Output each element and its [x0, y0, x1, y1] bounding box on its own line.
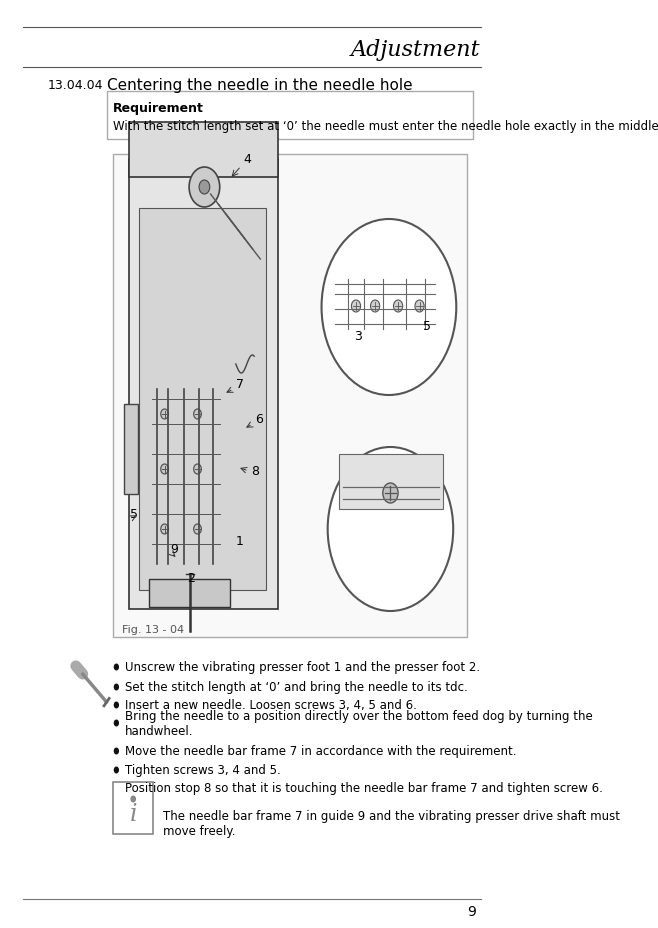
Circle shape — [193, 409, 201, 419]
Circle shape — [114, 767, 119, 774]
Circle shape — [322, 220, 456, 395]
Circle shape — [161, 465, 168, 474]
Text: 6: 6 — [255, 413, 263, 426]
Text: Centering the needle in the needle hole: Centering the needle in the needle hole — [107, 77, 413, 93]
Text: 2: 2 — [187, 572, 195, 585]
Text: 9: 9 — [467, 904, 476, 918]
Text: With the stitch length set at ‘0’ the needle must enter the needle hole exactly : With the stitch length set at ‘0’ the ne… — [113, 120, 658, 133]
Text: Tighten screws 3, 4 and 5.: Tighten screws 3, 4 and 5. — [125, 764, 280, 777]
Circle shape — [370, 301, 380, 313]
Text: Fig. 13 - 04: Fig. 13 - 04 — [122, 625, 185, 635]
Circle shape — [161, 409, 168, 419]
FancyBboxPatch shape — [149, 579, 230, 607]
FancyBboxPatch shape — [107, 92, 473, 140]
Text: Unscrew the vibrating presser foot 1 and the presser foot 2.: Unscrew the vibrating presser foot 1 and… — [125, 661, 480, 674]
Text: Insert a new needle. Loosen screws 3, 4, 5 and 6.: Insert a new needle. Loosen screws 3, 4,… — [125, 699, 417, 712]
Circle shape — [351, 301, 361, 313]
Circle shape — [393, 301, 403, 313]
Text: 4: 4 — [243, 153, 251, 166]
Text: i: i — [130, 803, 137, 826]
Text: 5: 5 — [130, 508, 138, 521]
FancyBboxPatch shape — [139, 209, 266, 590]
Text: 13.04.04: 13.04.04 — [47, 78, 103, 91]
Circle shape — [131, 796, 136, 802]
Text: Requirement: Requirement — [113, 101, 204, 114]
Circle shape — [114, 720, 119, 727]
FancyBboxPatch shape — [124, 405, 138, 495]
Circle shape — [114, 702, 119, 709]
Circle shape — [114, 785, 119, 792]
Text: Bring the needle to a position directly over the bottom feed dog by turning the
: Bring the needle to a position directly … — [125, 709, 593, 737]
Text: 1: 1 — [236, 535, 243, 548]
Circle shape — [114, 684, 119, 690]
Circle shape — [383, 483, 398, 504]
Text: 3: 3 — [354, 329, 362, 342]
Text: 9: 9 — [170, 542, 178, 555]
Text: Move the needle bar frame 7 in accordance with the requirement.: Move the needle bar frame 7 in accordanc… — [125, 744, 517, 757]
Text: Adjustment: Adjustment — [351, 39, 481, 61]
Text: 5: 5 — [422, 319, 430, 332]
Circle shape — [161, 524, 168, 535]
Circle shape — [199, 181, 210, 195]
FancyBboxPatch shape — [128, 160, 278, 610]
Text: Set the stitch length at ‘0’ and bring the needle to its tdc.: Set the stitch length at ‘0’ and bring t… — [125, 681, 468, 694]
FancyBboxPatch shape — [113, 782, 153, 834]
Circle shape — [193, 465, 201, 474]
Circle shape — [114, 664, 119, 671]
FancyBboxPatch shape — [113, 155, 467, 638]
Circle shape — [193, 524, 201, 535]
Text: 7: 7 — [236, 378, 244, 391]
Text: Position stop 8 so that it is touching the needle bar frame 7 and tighten screw : Position stop 8 so that it is touching t… — [125, 781, 603, 794]
Circle shape — [328, 447, 453, 612]
Text: The needle bar frame 7 in guide 9 and the vibrating presser drive shaft must: The needle bar frame 7 in guide 9 and th… — [163, 809, 620, 822]
Circle shape — [415, 301, 424, 313]
Text: move freely.: move freely. — [163, 825, 236, 838]
FancyBboxPatch shape — [339, 455, 442, 509]
Circle shape — [114, 748, 119, 754]
FancyBboxPatch shape — [128, 122, 278, 178]
Text: 8: 8 — [251, 465, 259, 478]
Circle shape — [189, 168, 220, 208]
